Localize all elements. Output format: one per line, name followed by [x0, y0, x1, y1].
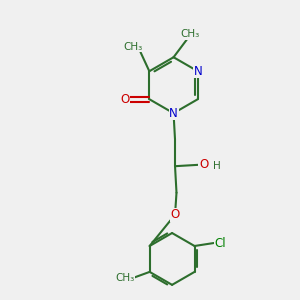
Text: O: O [170, 208, 180, 221]
Text: Cl: Cl [214, 236, 226, 250]
Text: CH₃: CH₃ [180, 29, 200, 39]
Text: N: N [194, 65, 202, 78]
Text: O: O [199, 158, 208, 171]
Text: CH₃: CH₃ [124, 42, 143, 52]
Text: O: O [121, 93, 130, 106]
Text: N: N [169, 107, 178, 120]
Text: CH₃: CH₃ [116, 273, 135, 283]
Text: H: H [213, 161, 221, 171]
